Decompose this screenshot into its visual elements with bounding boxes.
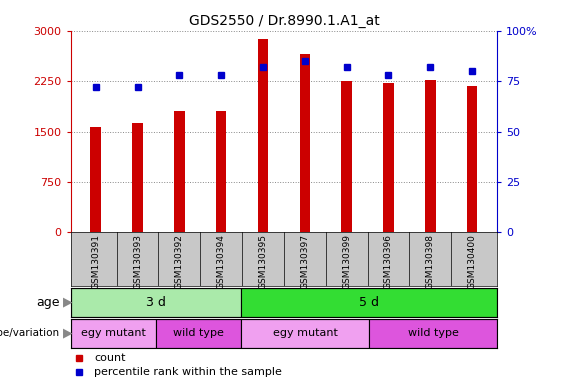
Text: wild type: wild type [408, 328, 459, 338]
Text: age: age [36, 296, 59, 309]
Bar [383, 83, 394, 232]
Title: GDS2550 / Dr.8990.1.A1_at: GDS2550 / Dr.8990.1.A1_at [189, 14, 379, 28]
Text: GSM130394: GSM130394 [217, 234, 225, 289]
Bar [258, 40, 268, 232]
Text: egy mutant: egy mutant [273, 328, 338, 338]
Text: 5 d: 5 d [359, 296, 379, 309]
Bar [241, 319, 370, 348]
Text: GSM130396: GSM130396 [384, 234, 393, 289]
Text: GSM130392: GSM130392 [175, 234, 184, 289]
Text: GSM130399: GSM130399 [342, 234, 351, 289]
Text: 3 d: 3 d [146, 296, 166, 309]
Bar [299, 54, 310, 232]
Text: ▶: ▶ [63, 296, 73, 309]
Bar [156, 319, 241, 348]
Bar [370, 319, 497, 348]
Bar [216, 111, 227, 232]
Text: egy mutant: egy mutant [81, 328, 146, 338]
Text: count: count [94, 353, 125, 363]
Bar [71, 319, 156, 348]
Text: GSM130397: GSM130397 [301, 234, 309, 289]
Text: GSM130395: GSM130395 [259, 234, 267, 289]
Bar [132, 123, 143, 232]
Bar [467, 86, 477, 232]
Text: GSM130400: GSM130400 [468, 234, 477, 289]
Text: GSM130391: GSM130391 [91, 234, 100, 289]
Bar [341, 81, 352, 232]
Text: genotype/variation: genotype/variation [0, 328, 59, 338]
Text: GSM130393: GSM130393 [133, 234, 142, 289]
Text: percentile rank within the sample: percentile rank within the sample [94, 367, 282, 377]
Bar [90, 127, 101, 232]
Bar [425, 80, 436, 232]
Text: GSM130398: GSM130398 [426, 234, 435, 289]
Text: ▶: ▶ [63, 327, 73, 339]
Bar [71, 288, 241, 317]
Bar [241, 288, 497, 317]
Bar [174, 111, 185, 232]
Text: wild type: wild type [173, 328, 224, 338]
